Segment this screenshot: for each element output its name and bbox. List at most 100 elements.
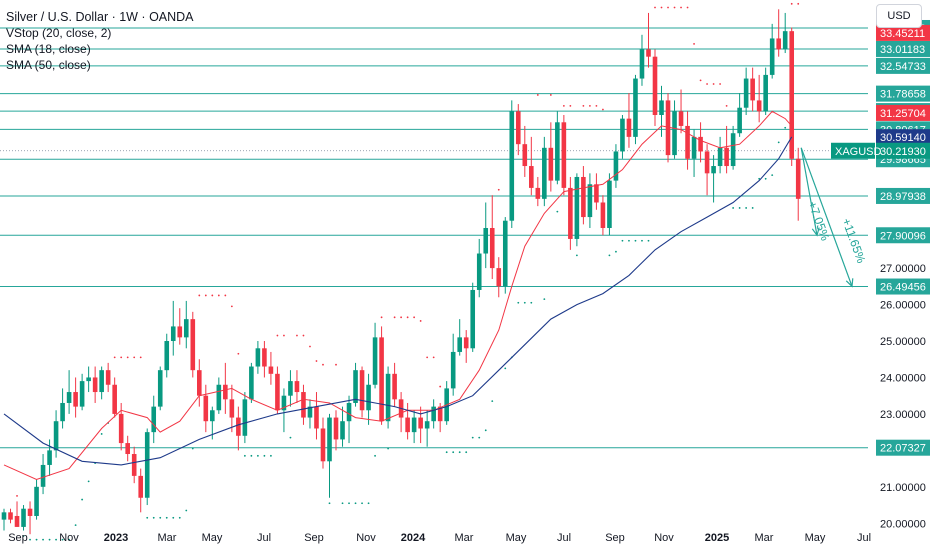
candle bbox=[418, 406, 423, 444]
candle-body bbox=[294, 381, 300, 393]
candle-body bbox=[756, 100, 762, 112]
candle bbox=[392, 362, 397, 407]
level-tag-label: 28.97938 bbox=[880, 191, 926, 203]
vstop-dot bbox=[224, 294, 227, 297]
candle-body bbox=[53, 421, 59, 451]
candle bbox=[750, 67, 755, 112]
vstop-dot bbox=[211, 294, 214, 297]
candle-body bbox=[79, 381, 85, 407]
candle-body bbox=[607, 180, 612, 229]
vstop-dot bbox=[315, 360, 318, 362]
candle-body bbox=[652, 56, 658, 116]
currency-selector[interactable]: USD bbox=[876, 4, 922, 28]
candle-body bbox=[613, 151, 619, 181]
candle-body bbox=[639, 49, 645, 79]
candle bbox=[366, 373, 371, 425]
candle bbox=[216, 377, 222, 414]
candle-body bbox=[743, 78, 749, 108]
arrow-7pct bbox=[800, 147, 820, 237]
candle bbox=[463, 330, 469, 363]
price-tag-label: 33.45211 bbox=[880, 28, 925, 40]
vstop-dot bbox=[602, 108, 604, 111]
vstop-dot bbox=[152, 516, 155, 519]
vstop-dot bbox=[589, 104, 591, 107]
candle-body bbox=[776, 38, 781, 50]
sma-18-line bbox=[3, 110, 793, 481]
vstop-dot bbox=[725, 104, 728, 107]
vstop-dot bbox=[42, 538, 44, 541]
candle-body bbox=[99, 370, 104, 393]
candle-body bbox=[437, 406, 443, 422]
candle-body bbox=[795, 158, 801, 199]
vstop-dot bbox=[270, 454, 272, 457]
candle-body bbox=[672, 111, 677, 156]
candle bbox=[581, 166, 586, 225]
symbol-title[interactable]: Silver / U.S. Dollar · 1W · OANDA bbox=[6, 10, 194, 24]
candle-body bbox=[659, 100, 664, 116]
symbol-tag-label: XAGUSD bbox=[835, 146, 882, 158]
candle bbox=[359, 366, 365, 418]
candle bbox=[105, 362, 111, 393]
candle-body bbox=[646, 49, 651, 57]
vstop-dot bbox=[250, 454, 253, 457]
candle bbox=[236, 406, 241, 451]
candle bbox=[99, 366, 104, 400]
vstop-dot bbox=[354, 502, 357, 505]
vstop-dot bbox=[61, 538, 64, 541]
vstop-dot bbox=[230, 305, 233, 308]
candle bbox=[522, 125, 528, 177]
candle bbox=[568, 176, 573, 250]
vstop-dot bbox=[712, 83, 715, 85]
candle bbox=[157, 366, 163, 411]
x-tick-label: Mar bbox=[455, 532, 474, 544]
candle-body bbox=[170, 326, 176, 342]
candle bbox=[144, 428, 150, 506]
candle-body bbox=[392, 373, 397, 400]
candle-body bbox=[535, 187, 541, 199]
vstop-dot bbox=[139, 356, 142, 359]
candle-body bbox=[737, 107, 742, 134]
candle bbox=[34, 479, 39, 520]
candle bbox=[763, 67, 768, 116]
candle-body bbox=[177, 326, 183, 338]
vstop-dot bbox=[165, 516, 168, 519]
candle-body bbox=[288, 381, 293, 396]
candle bbox=[574, 173, 580, 247]
vstop-dot bbox=[243, 454, 246, 457]
vstop-dot bbox=[133, 356, 136, 359]
vstop-dot bbox=[29, 538, 31, 541]
vstop-dot bbox=[530, 301, 533, 304]
y-tick-label: 27.00000 bbox=[880, 263, 926, 275]
sma50-legend[interactable]: SMA (50, close) bbox=[6, 58, 91, 72]
vstop-dot bbox=[309, 345, 311, 348]
candle bbox=[600, 195, 606, 236]
candle-body bbox=[685, 125, 690, 159]
candle-body bbox=[92, 377, 98, 393]
candle-body bbox=[66, 392, 72, 403]
candle bbox=[515, 104, 521, 156]
candle bbox=[40, 454, 46, 495]
candle bbox=[542, 136, 547, 207]
vstop-dot bbox=[16, 495, 18, 497]
vstop-dot bbox=[569, 104, 572, 107]
candle-body bbox=[366, 384, 371, 411]
x-tick-label: Sep bbox=[8, 532, 28, 544]
candle-body bbox=[626, 118, 632, 137]
candle-body bbox=[411, 417, 417, 433]
level-tag bbox=[876, 187, 930, 204]
vstop-legend[interactable]: VStop (20, close, 2) bbox=[6, 26, 112, 40]
candle bbox=[652, 49, 658, 126]
candle-body bbox=[594, 184, 599, 203]
candle-body bbox=[431, 406, 436, 422]
candle bbox=[665, 93, 671, 163]
vstop-dot bbox=[439, 385, 442, 388]
x-tick-label: 2023 bbox=[104, 532, 128, 544]
candle bbox=[14, 501, 20, 527]
vstop-dot bbox=[322, 363, 324, 366]
candle bbox=[737, 93, 742, 137]
sma18-legend[interactable]: SMA (18, close) bbox=[6, 42, 91, 56]
vstop-dot bbox=[198, 294, 201, 297]
candle bbox=[717, 136, 723, 174]
